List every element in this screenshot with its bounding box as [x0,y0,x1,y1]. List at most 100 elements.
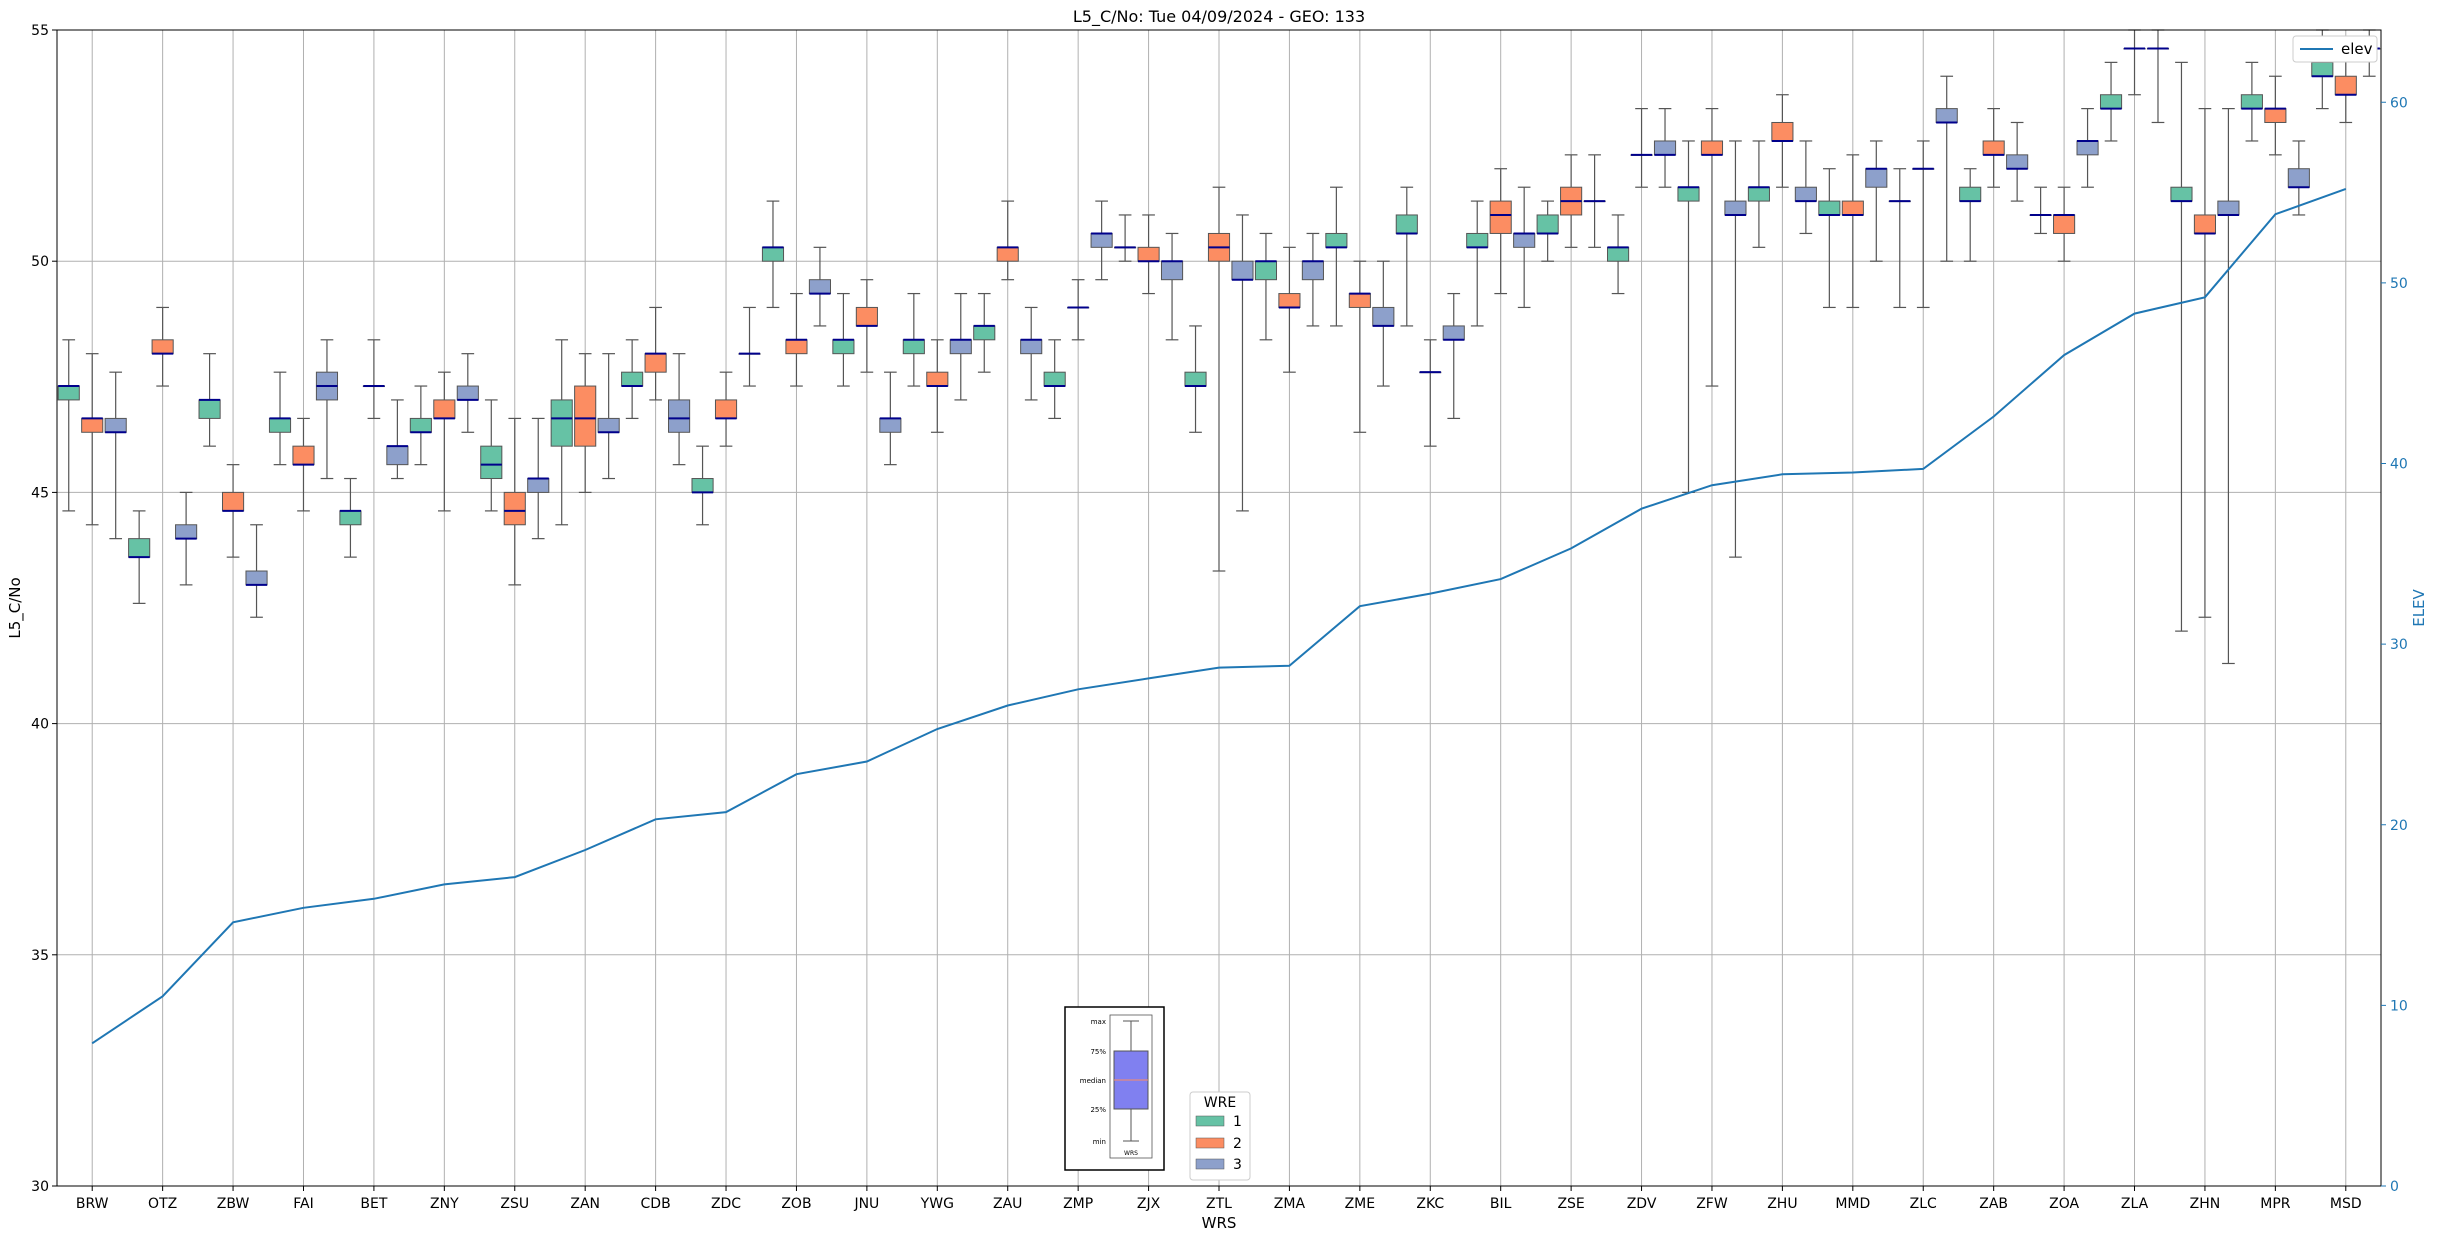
box-zdv-wre2 [1630,108,1653,188]
box-zfw-wre1 [1677,140,1700,493]
box-key-inner-frame [1109,1014,1153,1159]
box-zdc-wre1 [691,445,714,526]
box-zhu-wre1 [1747,140,1770,248]
box-zmp-wre2 [1067,279,1090,341]
box-mmd-wre2 [1841,154,1864,309]
box-msd-wre2 [2334,47,2357,124]
x-tick-label-otz: OTZ [148,1196,177,1212]
y2-axis-label: ELEV [2410,588,2428,626]
elev-legend-frame [2292,35,2378,63]
iqr-box [644,353,667,373]
iqr-box [2311,61,2334,77]
box-zse-wre2 [1560,154,1583,248]
iqr-box [1278,293,1301,308]
box-zdv-wre1 [1607,214,1630,295]
box-zfw-wre3 [1724,140,1747,558]
box-zkc-wre3 [1442,292,1465,420]
box-zse-wre3 [1583,154,1606,248]
iqr-box [1653,140,1677,156]
elevation-line [91,187,2347,1045]
box-ztl-wre1 [1184,325,1207,433]
box-otz-wre1 [128,510,151,604]
iqr-box [456,385,479,401]
iqr-box [198,399,221,419]
iqr-box [1043,371,1066,387]
box-key-label-q3: 75% [1090,1048,1106,1056]
box-zma-wre3 [1301,232,1324,327]
box-zfw-wre2 [1700,108,1724,387]
iqr-box [761,246,785,262]
wre-legend-frame [1189,1091,1251,1181]
iqr-box [1160,260,1184,281]
box-zhn-wre1 [2170,61,2193,632]
box-zbw-wre1 [198,353,221,447]
box-zjx-wre3 [1160,232,1184,341]
box-zla-wre3 [2146,29,2170,124]
elev-legend-label: elev [2341,40,2373,58]
iqr-box [2334,75,2357,96]
y2-tick-label: 20 [2390,818,2408,834]
box-bil-wre1 [1466,200,1489,327]
y2-tick-label: 10 [2390,998,2408,1014]
box-zsu-wre2 [503,417,526,586]
iqr-box [1982,140,2005,156]
box-zse-wre1 [1536,200,1559,262]
box-zdc-wre3 [738,306,761,387]
iqr-box [339,510,362,526]
iqr-box [2170,186,2193,202]
box-bil-wre2 [1489,168,1512,295]
box-cdb-wre1 [621,339,644,420]
x-tick-label-zhn: ZHN [2190,1196,2221,1212]
box-zlc-wre1 [1888,168,1911,309]
iqr-box [2099,94,2123,110]
wre-legend-swatch-2 [1195,1137,1225,1149]
y2-tick-label: 0 [2390,1179,2399,1195]
iqr-box [2217,200,2240,216]
x-tick-label-zfw: ZFW [1696,1196,1728,1212]
y-tick-label: 45 [31,485,49,501]
x-tick-label-zab: ZAB [1979,1196,2008,1212]
box-zan-wre2 [574,353,597,493]
iqr-box [1489,200,1512,234]
iqr-box [1090,232,1113,248]
box-key-label-max: max [1091,1018,1106,1026]
iqr-box [409,417,432,433]
x-axis-label: WRS [1202,1214,1237,1232]
box-zmp-wre3 [1090,200,1113,281]
box-zjx-wre2 [1137,214,1160,295]
x-tick-label-zdv: ZDV [1627,1196,1657,1212]
box-zkc-wre1 [1395,186,1418,327]
iqr-box [2240,94,2263,110]
iqr-box [1466,232,1489,248]
y2-tick-label: 60 [2390,95,2408,111]
y-tick-label: 40 [31,717,49,733]
iqr-box [621,371,644,387]
x-tick-label-zau: ZAU [993,1196,1022,1212]
iqr-box [2006,154,2029,170]
iqr-box [503,491,526,526]
box-ywg-wre3 [949,292,972,401]
iqr-box [1442,325,1465,341]
iqr-box [1020,339,1043,355]
box-zoa-wre2 [2053,186,2076,262]
x-tick-label-zdc: ZDC [711,1196,741,1212]
iqr-box [1677,186,1700,202]
box-zbw-wre3 [245,524,268,618]
box-zny-wre2 [433,371,456,512]
box-cdb-wre3 [668,353,691,466]
x-tick-label-zan: ZAN [570,1196,600,1212]
y-axis-label: L5_C/No [6,577,25,638]
box-zlc-wre2 [1912,140,1935,309]
box-zoa-wre3 [2076,108,2099,188]
iqr-box [221,491,245,512]
iqr-box [2053,214,2076,234]
box-zsu-wre1 [480,399,503,512]
y-tick-label: 55 [31,23,49,39]
box-mpr-wre3 [2287,140,2310,216]
box-key-label-min: min [1093,1138,1106,1146]
iqr-box [691,478,714,493]
iqr-box [128,538,151,558]
box-ztl-wre2 [1207,186,1231,572]
box-zhn-wre2 [2193,108,2217,618]
